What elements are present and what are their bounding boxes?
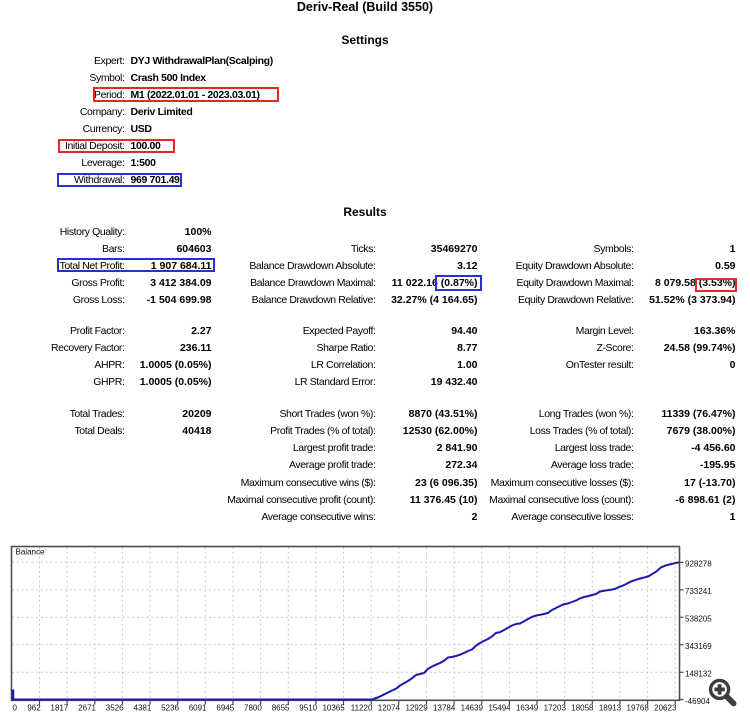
svg-text:6091: 6091: [189, 704, 207, 713]
svg-text:928278: 928278: [685, 559, 712, 568]
svg-text:-46904: -46904: [685, 697, 710, 706]
svg-text:12074: 12074: [378, 704, 401, 713]
svg-text:10365: 10365: [322, 704, 345, 713]
svg-text:962: 962: [27, 704, 41, 713]
svg-text:3526: 3526: [106, 704, 124, 713]
svg-text:538205: 538205: [685, 614, 712, 623]
svg-text:Balance: Balance: [16, 548, 45, 557]
svg-text:2671: 2671: [78, 704, 96, 713]
svg-text:9510: 9510: [299, 704, 317, 713]
svg-text:18058: 18058: [571, 704, 594, 713]
svg-text:8655: 8655: [272, 704, 290, 713]
svg-text:17203: 17203: [544, 704, 567, 713]
svg-text:5236: 5236: [161, 704, 179, 713]
svg-text:343169: 343169: [685, 642, 712, 651]
svg-text:12929: 12929: [405, 704, 428, 713]
svg-text:20623: 20623: [654, 704, 677, 713]
svg-text:16349: 16349: [516, 704, 539, 713]
svg-text:733241: 733241: [685, 587, 712, 596]
svg-text:15494: 15494: [488, 704, 511, 713]
svg-text:14639: 14639: [461, 704, 484, 713]
svg-text:11220: 11220: [351, 704, 373, 713]
svg-text:0: 0: [12, 704, 17, 713]
svg-text:6945: 6945: [216, 704, 234, 713]
svg-text:1817: 1817: [51, 704, 69, 713]
svg-text:13784: 13784: [433, 704, 456, 713]
svg-text:4381: 4381: [134, 704, 152, 713]
svg-text:7800: 7800: [244, 704, 262, 713]
svg-text:19768: 19768: [627, 704, 650, 713]
svg-text:18913: 18913: [599, 704, 622, 713]
svg-text:148132: 148132: [685, 669, 712, 678]
